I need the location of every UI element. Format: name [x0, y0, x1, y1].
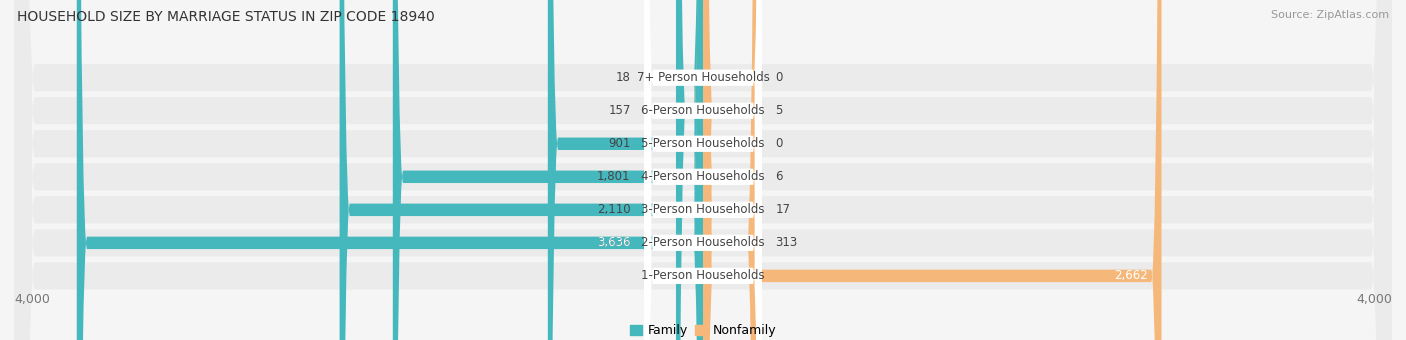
FancyBboxPatch shape	[644, 0, 762, 340]
Text: 2,662: 2,662	[1114, 269, 1147, 283]
FancyBboxPatch shape	[644, 0, 762, 340]
FancyBboxPatch shape	[693, 0, 713, 340]
FancyBboxPatch shape	[676, 0, 703, 340]
FancyBboxPatch shape	[644, 0, 762, 340]
Text: 3-Person Households: 3-Person Households	[641, 203, 765, 216]
FancyBboxPatch shape	[548, 0, 703, 340]
Text: 5-Person Households: 5-Person Households	[641, 137, 765, 150]
FancyBboxPatch shape	[14, 0, 1392, 340]
Text: 5: 5	[775, 104, 783, 117]
FancyBboxPatch shape	[77, 0, 703, 340]
Text: 313: 313	[775, 236, 797, 249]
FancyBboxPatch shape	[644, 0, 762, 340]
Text: Source: ZipAtlas.com: Source: ZipAtlas.com	[1271, 10, 1389, 20]
Text: 1-Person Households: 1-Person Households	[641, 269, 765, 283]
Text: 6: 6	[775, 170, 783, 183]
FancyBboxPatch shape	[703, 0, 1161, 340]
Text: 4,000: 4,000	[1355, 293, 1392, 306]
Text: 2,110: 2,110	[598, 203, 631, 216]
Text: 2-Person Households: 2-Person Households	[641, 236, 765, 249]
Text: 7+ Person Households: 7+ Person Households	[637, 71, 769, 84]
FancyBboxPatch shape	[703, 0, 756, 340]
FancyBboxPatch shape	[696, 0, 713, 340]
Text: 3,636: 3,636	[598, 236, 631, 249]
FancyBboxPatch shape	[644, 0, 762, 340]
Text: 17: 17	[775, 203, 790, 216]
FancyBboxPatch shape	[14, 0, 1392, 340]
FancyBboxPatch shape	[14, 0, 1392, 340]
FancyBboxPatch shape	[392, 0, 703, 340]
FancyBboxPatch shape	[14, 0, 1392, 340]
Text: 3,636: 3,636	[598, 236, 631, 249]
Text: HOUSEHOLD SIZE BY MARRIAGE STATUS IN ZIP CODE 18940: HOUSEHOLD SIZE BY MARRIAGE STATUS IN ZIP…	[17, 10, 434, 24]
FancyBboxPatch shape	[14, 0, 1392, 340]
Text: 6-Person Households: 6-Person Households	[641, 104, 765, 117]
Text: 157: 157	[609, 104, 631, 117]
FancyBboxPatch shape	[14, 0, 1392, 340]
Text: 0: 0	[775, 137, 783, 150]
FancyBboxPatch shape	[644, 0, 762, 340]
Text: 4,000: 4,000	[14, 293, 51, 306]
FancyBboxPatch shape	[693, 0, 710, 340]
FancyBboxPatch shape	[340, 0, 703, 340]
FancyBboxPatch shape	[14, 0, 1392, 340]
FancyBboxPatch shape	[644, 0, 762, 340]
Text: 1,801: 1,801	[598, 170, 631, 183]
Text: 901: 901	[609, 137, 631, 150]
Text: 4-Person Households: 4-Person Households	[641, 170, 765, 183]
Text: 0: 0	[775, 71, 783, 84]
FancyBboxPatch shape	[693, 0, 713, 340]
Text: 18: 18	[616, 71, 631, 84]
Legend: Family, Nonfamily: Family, Nonfamily	[630, 324, 776, 337]
